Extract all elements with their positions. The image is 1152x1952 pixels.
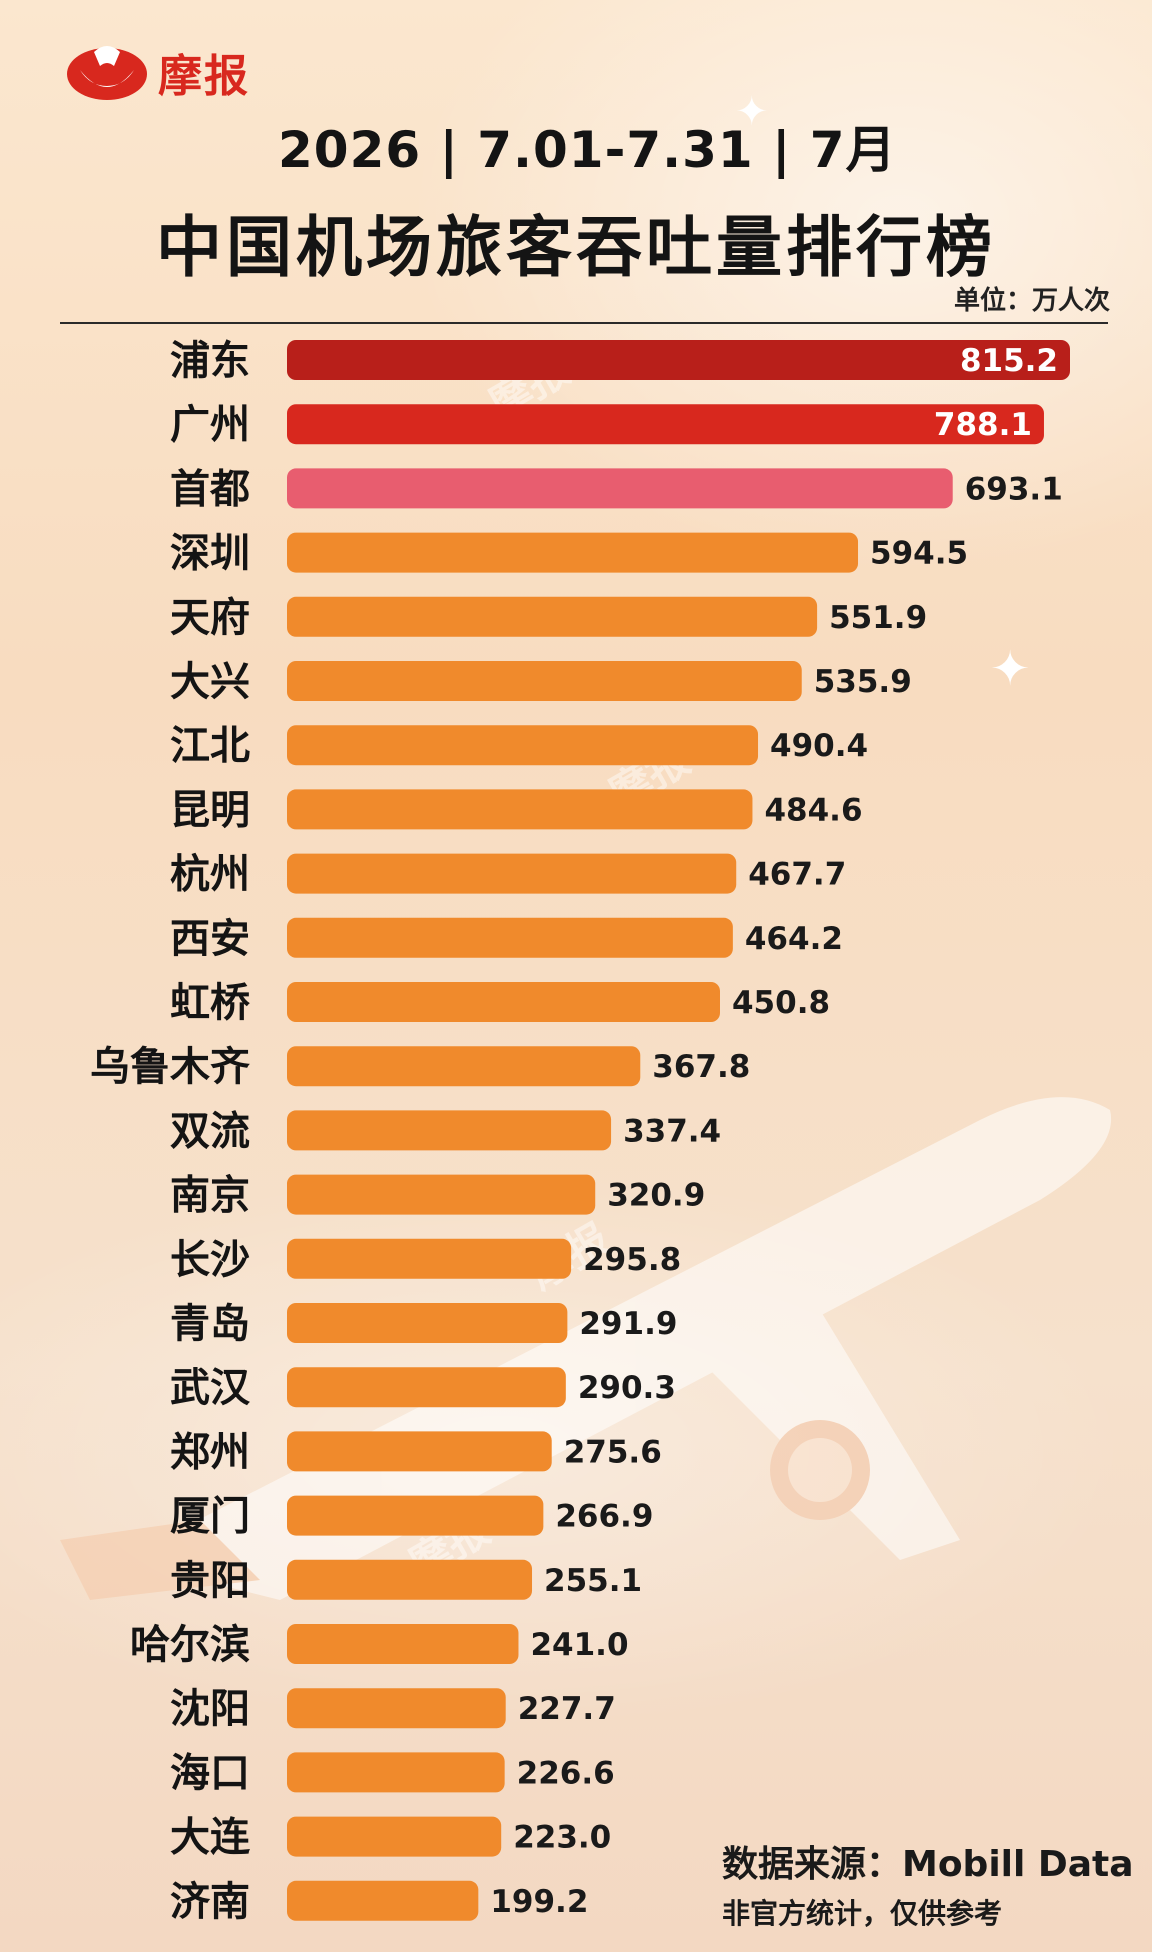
- category-label: 南京: [170, 1173, 250, 1219]
- category-label: 大连: [170, 1815, 251, 1861]
- value-label: 367.8: [652, 1049, 750, 1085]
- value-label: 226.6: [517, 1755, 615, 1791]
- value-label: 295.8: [583, 1242, 681, 1278]
- value-label: 223.0: [513, 1820, 611, 1856]
- header-divider: [60, 322, 1108, 324]
- category-label: 深圳: [170, 531, 250, 577]
- value-label: 199.2: [490, 1884, 588, 1920]
- value-label: 320.9: [607, 1178, 705, 1214]
- value-label: 484.6: [764, 792, 862, 828]
- category-label: 厦门: [170, 1494, 250, 1540]
- unit-label: 单位：万人次: [953, 286, 1110, 316]
- value-label: 241.0: [530, 1627, 628, 1663]
- category-label: 天府: [170, 595, 250, 641]
- category-label: 沈阳: [170, 1686, 250, 1732]
- category-label: 乌鲁木齐: [90, 1044, 250, 1090]
- bar: [287, 1624, 519, 1664]
- bar: [287, 917, 733, 958]
- bar: [287, 1046, 641, 1087]
- value-label: 290.3: [578, 1370, 676, 1406]
- bar: [287, 789, 753, 830]
- value-label: 693.1: [965, 471, 1063, 507]
- category-label: 江北: [170, 723, 250, 769]
- category-label: 济南: [170, 1879, 250, 1925]
- category-label: 郑州: [170, 1429, 250, 1475]
- bar: [287, 1431, 552, 1472]
- bar: [287, 1688, 506, 1729]
- bar: [287, 1303, 568, 1343]
- value-label: 255.1: [544, 1563, 642, 1599]
- category-label: 杭州: [170, 852, 250, 898]
- category-label: 贵阳: [170, 1558, 250, 1604]
- value-label: 464.2: [745, 921, 843, 957]
- bar: [287, 1367, 566, 1408]
- bar: [287, 982, 720, 1022]
- bar: [287, 1880, 479, 1921]
- category-label: 青岛: [170, 1301, 250, 1347]
- category-label: 昆明: [170, 787, 250, 833]
- category-label: 长沙: [170, 1237, 250, 1283]
- data-source: 数据来源：Mobill Data: [722, 1844, 1134, 1885]
- value-label: 337.4: [623, 1113, 721, 1149]
- category-label: 虹桥: [170, 980, 250, 1026]
- category-label: 西安: [170, 916, 250, 962]
- bar: [287, 468, 953, 509]
- bar: [287, 1752, 505, 1793]
- bar: [287, 596, 818, 637]
- category-label: 武汉: [170, 1365, 251, 1411]
- bar: [287, 1238, 572, 1279]
- page-title: 中国机场旅客吞吐量排行榜: [156, 209, 996, 286]
- bar: [287, 404, 1044, 445]
- bar: [287, 1559, 533, 1600]
- bar: [287, 661, 802, 701]
- sparkle-icon: ✦: [735, 89, 769, 135]
- category-label: 哈尔滨: [130, 1622, 250, 1668]
- category-label: 双流: [170, 1108, 250, 1154]
- value-label: 551.9: [829, 600, 927, 636]
- value-label: 788.1: [934, 407, 1032, 443]
- value-label: 535.9: [814, 664, 912, 700]
- bar: [287, 1110, 612, 1151]
- category-label: 海口: [170, 1750, 250, 1796]
- logo-icon: [67, 46, 147, 100]
- report-period: 2026 | 7.01-7.31 | 7月: [278, 121, 897, 179]
- bar: [287, 532, 859, 573]
- logo-text: 摩报: [158, 51, 250, 102]
- disclaimer-note: 非官方统计，仅供参考: [722, 1897, 1003, 1930]
- category-label: 浦东: [170, 338, 250, 384]
- value-label: 467.7: [748, 857, 846, 893]
- sparkle-icon: ✦: [990, 641, 1031, 697]
- bar: [287, 853, 737, 894]
- category-label: 广州: [170, 402, 250, 448]
- value-label: 266.9: [555, 1499, 653, 1535]
- bar: [287, 1174, 596, 1215]
- value-label: 450.8: [732, 985, 830, 1021]
- category-label: 大兴: [170, 659, 250, 705]
- value-label: 227.7: [518, 1691, 616, 1727]
- bar: [287, 1495, 544, 1536]
- category-label: 首都: [170, 466, 250, 512]
- value-label: 815.2: [960, 343, 1058, 379]
- value-label: 594.5: [870, 536, 968, 572]
- value-label: 275.6: [564, 1434, 662, 1470]
- value-label: 291.9: [579, 1306, 677, 1342]
- brand-logo: 摩报: [64, 40, 250, 104]
- value-label: 490.4: [770, 728, 868, 764]
- bar: [287, 340, 1070, 380]
- bar: [287, 1816, 502, 1857]
- bar: [287, 725, 759, 766]
